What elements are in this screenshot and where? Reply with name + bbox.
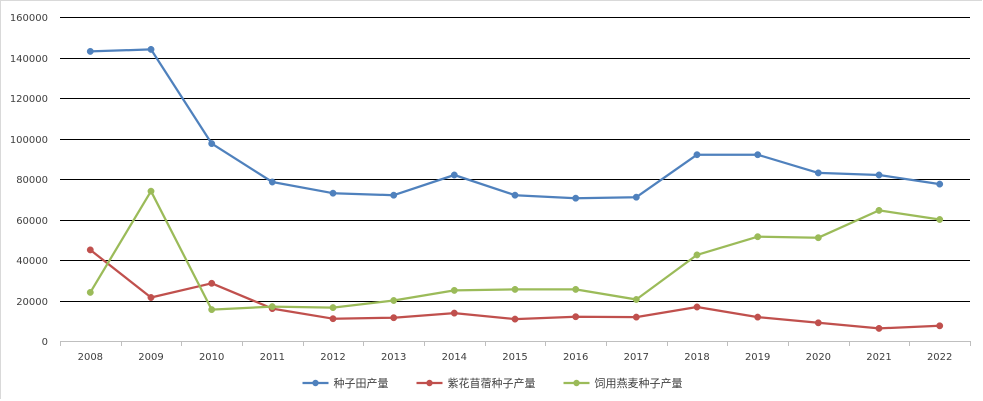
data-point — [208, 306, 216, 314]
x-tick-label: 2019 — [745, 352, 770, 363]
data-point — [754, 151, 762, 159]
data-point — [450, 286, 458, 294]
y-tick-label: 0 — [42, 337, 48, 348]
x-tick-label: 2015 — [502, 352, 527, 363]
y-tick-label: 100000 — [10, 135, 48, 146]
data-point — [208, 279, 216, 287]
data-point — [875, 324, 883, 332]
legend-label: 种子田产量 — [334, 376, 389, 390]
series-line — [89, 48, 941, 200]
y-tick-label: 40000 — [16, 256, 48, 267]
data-point — [572, 194, 580, 202]
axes: 0 20000 40000 60000 80000 100000 120000 140000 1… — [10, 13, 971, 363]
x-tick-label: 2013 — [381, 352, 406, 363]
data-point — [632, 193, 640, 201]
legend-marker — [426, 379, 433, 387]
data-point — [86, 246, 94, 254]
data-point — [936, 322, 944, 330]
data-point — [86, 288, 94, 296]
gridlines — [60, 17, 970, 302]
data-point — [208, 140, 216, 148]
legend-label: 饲用燕麦种子产量 — [595, 376, 683, 390]
data-point — [693, 251, 701, 259]
x-tick-label: 2022 — [927, 352, 952, 363]
data-point — [390, 314, 398, 322]
legend-item-2: 紫花苜蓿种子产量 — [416, 376, 536, 390]
data-point — [632, 313, 640, 321]
data-point — [147, 45, 155, 53]
x-tick-label: 2012 — [320, 352, 345, 363]
x-tick-label: 2016 — [563, 352, 588, 363]
legend: 种子田产量 紫花苜蓿种子产量 饲用燕麦种子产量 — [302, 376, 683, 390]
data-point — [754, 313, 762, 321]
x-tick-label: 2021 — [866, 352, 891, 363]
data-point — [268, 303, 276, 311]
y-tick-label: 140000 — [10, 54, 48, 65]
series-1 — [86, 45, 944, 202]
data-point — [329, 304, 337, 312]
y-tick-label: 80000 — [16, 175, 48, 186]
legend-marker — [573, 379, 580, 387]
x-tick-label: 2020 — [806, 352, 831, 363]
data-point — [390, 191, 398, 199]
data-point — [936, 216, 944, 223]
x-tick-label: 2009 — [138, 352, 163, 363]
data-point — [147, 294, 155, 301]
data-point — [572, 313, 580, 321]
series-3 — [86, 187, 944, 314]
data-point — [450, 171, 458, 179]
data-point — [572, 285, 580, 293]
legend-item-3: 饲用燕麦种子产量 — [563, 376, 683, 390]
y-tick-label: 160000 — [10, 13, 48, 24]
legend-item-1: 种子田产量 — [302, 376, 389, 390]
data-point — [814, 169, 822, 177]
legend-label: 紫花苜蓿种子产量 — [448, 376, 536, 390]
data-point — [875, 171, 883, 179]
data-point — [511, 285, 519, 293]
data-point — [329, 189, 337, 197]
data-point — [329, 315, 337, 323]
series-lines — [86, 45, 944, 332]
data-point — [754, 233, 762, 241]
data-point — [86, 47, 94, 55]
legend-marker — [312, 379, 319, 387]
data-point — [875, 206, 883, 214]
data-point — [511, 315, 519, 323]
data-point — [390, 297, 398, 304]
x-tick-label: 2008 — [78, 352, 103, 363]
data-point — [693, 303, 701, 311]
data-point — [693, 151, 701, 159]
y-tick-label: 20000 — [16, 297, 48, 308]
data-point — [268, 178, 276, 186]
data-point — [511, 191, 519, 199]
x-tick-label: 2018 — [684, 352, 709, 363]
data-point — [936, 180, 944, 188]
x-tick-label: 2014 — [442, 352, 467, 363]
data-point — [450, 309, 458, 317]
y-tick-label: 120000 — [10, 94, 48, 105]
y-tick-label: 60000 — [16, 216, 48, 227]
data-point — [814, 319, 822, 327]
x-tick-label: 2017 — [624, 352, 649, 363]
x-tick-label: 2011 — [260, 352, 285, 363]
data-point — [814, 234, 822, 242]
x-tick-label: 2010 — [199, 352, 224, 363]
data-point — [632, 296, 640, 303]
data-point — [147, 187, 155, 195]
series-2 — [86, 246, 944, 332]
